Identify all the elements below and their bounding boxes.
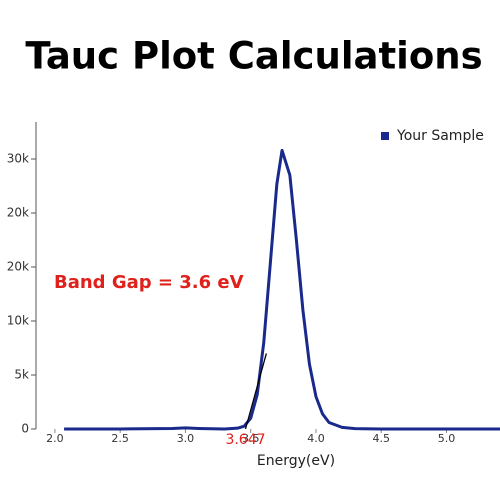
- intercept-label: 3.647: [225, 432, 265, 448]
- x-tick-label: 2.0: [46, 432, 64, 445]
- legend-swatch: [381, 132, 389, 140]
- x-tick-label: 3.0: [177, 432, 195, 445]
- x-tick-label: 4.5: [372, 432, 390, 445]
- legend-label: Your Sample: [396, 128, 484, 144]
- chart-title: Tauc Plot Calculations: [25, 35, 482, 78]
- series-line: [64, 148, 500, 431]
- x-axis-label: Energy(eV): [257, 453, 335, 469]
- x-tick-label: 3.5: [242, 432, 260, 445]
- y-tick-label: 20k: [7, 260, 29, 274]
- tangent-line: [244, 353, 267, 430]
- y-tick-label: 0: [21, 422, 29, 436]
- x-tick-label: 2.5: [111, 432, 129, 445]
- x-tick-label: 4.0: [307, 432, 325, 445]
- y-tick-label: 20k: [7, 206, 29, 220]
- y-tick-label: 10k: [7, 314, 29, 328]
- band-gap-annotation: Band Gap = 3.6 eV: [54, 272, 244, 293]
- x-tick-label: 5.0: [438, 432, 456, 445]
- y-tick-label: 5k: [14, 368, 29, 382]
- y-tick-label: 30k: [7, 152, 29, 166]
